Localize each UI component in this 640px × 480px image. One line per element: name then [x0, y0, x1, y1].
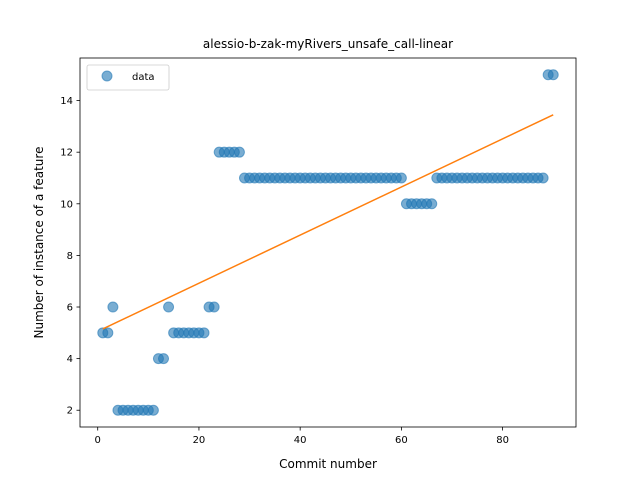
- y-tick-label: 2: [67, 406, 73, 417]
- data-point: [164, 302, 174, 312]
- data-point: [234, 147, 244, 157]
- legend-box: [87, 65, 169, 90]
- data-point: [396, 173, 406, 183]
- legend-label-data: data: [132, 72, 155, 83]
- x-tick-label: 80: [496, 435, 509, 446]
- y-tick-label: 14: [60, 96, 73, 107]
- x-axis-label: Commit number: [279, 457, 377, 471]
- legend: data: [87, 65, 169, 90]
- data-point: [548, 70, 558, 80]
- data-point: [103, 328, 113, 338]
- legend-marker: [102, 71, 112, 81]
- x-tick-label: 20: [193, 435, 206, 446]
- y-tick-label: 10: [60, 199, 73, 210]
- x-tick-label: 40: [294, 435, 307, 446]
- x-tick-label: 60: [395, 435, 408, 446]
- y-tick-label: 12: [60, 148, 73, 159]
- data-point: [538, 173, 548, 183]
- y-axis-label: Number of instance of a feature: [32, 147, 46, 339]
- y-tick-label: 8: [67, 251, 73, 262]
- data-point: [209, 302, 219, 312]
- data-point: [108, 302, 118, 312]
- chart-title: alessio-b-zak-myRivers_unsafe_call-linea…: [203, 37, 453, 51]
- data-point: [427, 199, 437, 209]
- y-tick-label: 4: [67, 354, 73, 365]
- data-point: [148, 405, 158, 415]
- data-point: [199, 328, 209, 338]
- data-point: [159, 354, 169, 364]
- y-tick-label: 6: [67, 303, 73, 314]
- x-tick-label: 0: [95, 435, 101, 446]
